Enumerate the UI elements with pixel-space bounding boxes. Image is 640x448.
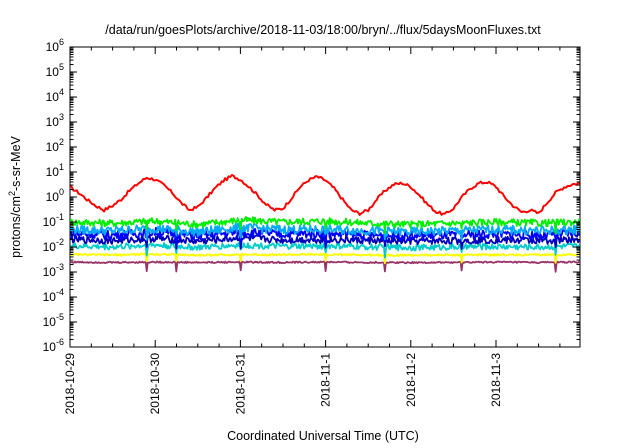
y-tick-label: 10-6 (43, 337, 64, 354)
series-line-3 (70, 222, 580, 241)
x-tick-label: 2018-10-29 (63, 353, 77, 415)
y-tick-label-exponent: -5 (56, 312, 64, 322)
y-tick-label-base: 10 (46, 65, 60, 79)
y-tick-label-exponent: 3 (59, 112, 64, 122)
y-axis-title-sup: 2 (7, 191, 17, 196)
series-line-7 (70, 252, 580, 265)
y-tick-label-base: 10 (46, 140, 60, 154)
y-tick-label-exponent: 5 (59, 62, 64, 72)
y-tick-label-base: 10 (46, 190, 60, 204)
y-tick-label-exponent: 4 (59, 87, 64, 97)
x-axis: 2018-10-29 2018-10-30 2018-10-31 2018-11-1 2… (63, 47, 561, 415)
y-tick-label-exponent: 1 (59, 162, 64, 172)
y-tick-label-base: 10 (43, 290, 57, 304)
y-axis-title: protons/cm2-s-sr-MeV (7, 135, 23, 257)
series-line-1 (70, 174, 580, 216)
x-tick-label: 2018-11-2 (404, 353, 418, 407)
y-tick-label-base: 10 (43, 315, 57, 329)
y-tick-label: 10-4 (43, 287, 64, 304)
chart-title-group: /data/run/goesPlots/archive/2018-11-03/1… (105, 23, 541, 37)
chart-title: /data/run/goesPlots/archive/2018-11-03/1… (105, 23, 541, 37)
y-tick-label-base: 10 (46, 115, 60, 129)
y-tick-label: 106 (46, 37, 64, 54)
y-tick-label-exponent: 6 (59, 37, 64, 47)
x-tick-label: 2018-10-30 (148, 353, 162, 415)
x-axis-title: Coordinated Universal Time (UTC) (227, 429, 419, 443)
y-tick-label-exponent: -3 (56, 262, 64, 272)
y-tick-label-exponent: -2 (56, 237, 64, 247)
y-tick-label-exponent: 0 (59, 187, 64, 197)
y-tick-label: 104 (46, 87, 64, 104)
y-tick-label: 10-2 (43, 237, 64, 254)
y-tick-label-base: 10 (43, 340, 57, 354)
y-tick-label: 100 (46, 187, 64, 204)
y-tick-label-exponent: -1 (56, 212, 64, 222)
y-tick-label: 10-5 (43, 312, 64, 329)
y-tick-label-exponent: -4 (56, 287, 64, 297)
y-axis: 10-610-510-410-310-210-11001011021031041… (43, 37, 580, 354)
y-tick-label-base: 10 (46, 165, 60, 179)
y-tick-label: 102 (46, 137, 64, 154)
x-tick-label: 2018-10-31 (233, 353, 247, 415)
y-tick-label-exponent: 2 (59, 137, 64, 147)
y-tick-label-exponent: -6 (56, 337, 64, 347)
y-tick-label-base: 10 (43, 265, 57, 279)
y-tick-label: 10-3 (43, 262, 64, 279)
y-axis-title-rest: -s-sr-MeV (9, 135, 23, 191)
series-line-8 (70, 260, 580, 273)
y-tick-label-base: 10 (46, 90, 60, 104)
series-group (70, 174, 580, 273)
y-tick-label-base: 10 (43, 215, 57, 229)
y-axis-title-base: protons/cm (9, 196, 23, 258)
series-line-6 (70, 241, 580, 259)
y-tick-label-base: 10 (46, 40, 60, 54)
y-tick-label: 103 (46, 112, 64, 129)
y-tick-label: 10-1 (43, 212, 64, 229)
y-tick-label-base: 10 (43, 240, 57, 254)
y-tick-label: 105 (46, 62, 64, 79)
y-tick-label: 101 (46, 162, 64, 179)
x-tick-label: 2018-11-1 (319, 353, 333, 407)
series-line-2 (70, 216, 580, 235)
x-tick-label: 2018-11-3 (489, 353, 503, 407)
